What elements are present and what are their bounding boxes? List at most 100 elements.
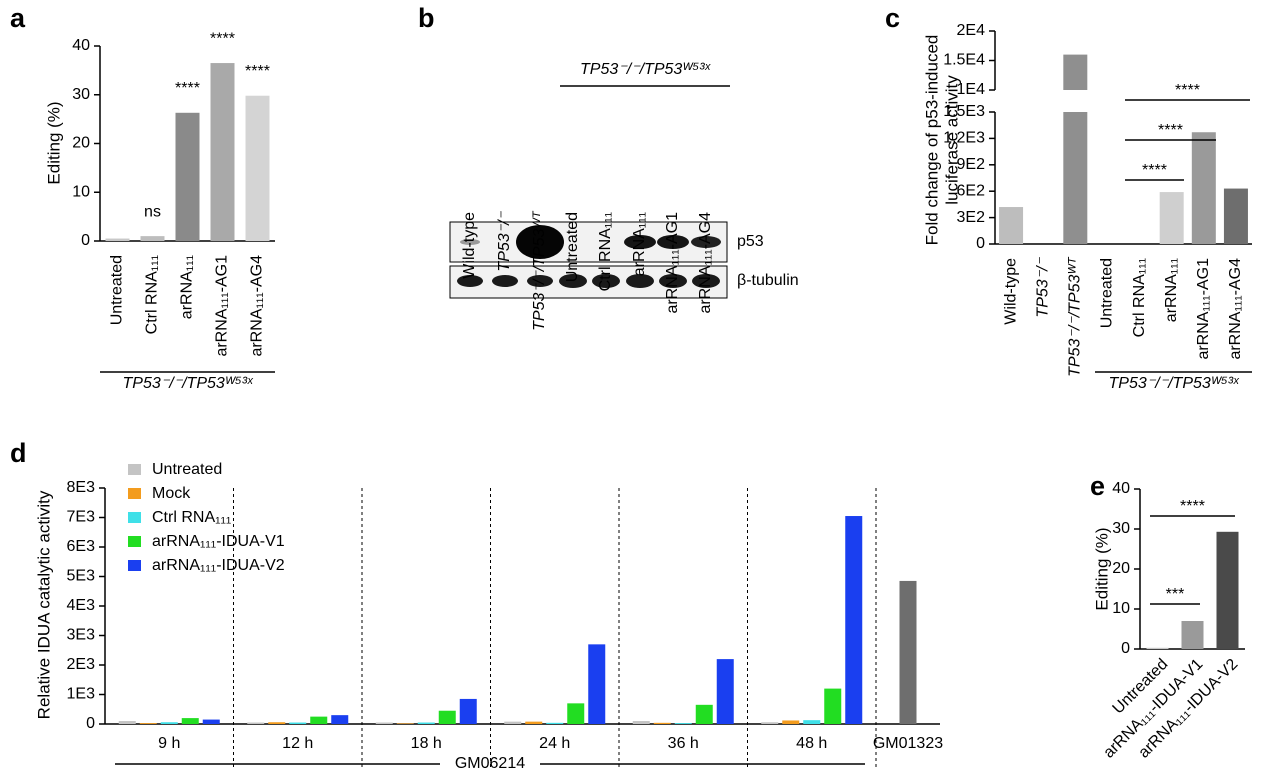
y-axis-title: Editing (%) — [44, 101, 63, 184]
bar — [202, 719, 220, 724]
bar — [546, 722, 564, 724]
bar — [1146, 647, 1169, 649]
bar — [1223, 188, 1248, 244]
legend-swatch — [128, 512, 141, 523]
lane-label: Wild-type — [461, 212, 478, 279]
comparison-label: **** — [1142, 162, 1167, 179]
x-tick-label: 12 h — [282, 735, 313, 752]
bar — [674, 723, 692, 724]
panel-letter: b — [418, 3, 435, 33]
bar — [118, 721, 136, 724]
bar — [1159, 192, 1184, 244]
bar — [761, 722, 779, 724]
lane-label: TP53⁻/⁻/TP53ᵂᵀ — [531, 210, 548, 331]
bar — [1216, 531, 1239, 649]
x-tick-label: 48 h — [796, 735, 827, 752]
x-tick-label: 9 h — [158, 735, 180, 752]
bar — [140, 236, 165, 241]
legend-label: arRNA₁₁₁-IDUA-V2 — [152, 557, 285, 574]
bar — [999, 207, 1024, 244]
bar — [245, 95, 270, 241]
bar-upper — [1063, 54, 1088, 90]
lane-label: arRNA₁₁₁-AG4 — [697, 212, 714, 314]
significance-label: **** — [175, 80, 200, 97]
bar — [181, 718, 199, 724]
y-tick-label: 5E3 — [67, 568, 96, 585]
panel-letter: c — [885, 3, 900, 33]
bar — [845, 516, 863, 724]
y-tick-label: 7E3 — [67, 509, 96, 526]
y-tick-label: 1E4 — [957, 81, 986, 98]
comparison-label: *** — [1166, 586, 1185, 603]
significance-label: **** — [245, 63, 270, 80]
bar — [105, 238, 130, 241]
y-tick-label: 20 — [1112, 560, 1130, 577]
x-tick-label: 18 h — [411, 735, 442, 752]
group-label: TP53⁻/⁻/TP53ᵂ⁵³ˣ — [123, 375, 255, 392]
bar — [653, 722, 671, 724]
y-tick-label: 0 — [86, 715, 95, 732]
x-tick-label: GM01323 — [873, 735, 943, 752]
bar — [268, 722, 286, 724]
bar — [139, 723, 157, 724]
band-label: p53 — [737, 233, 764, 250]
bar — [459, 698, 477, 724]
bar — [289, 722, 307, 724]
bar — [695, 704, 713, 724]
lane-label: Untreated — [564, 212, 581, 282]
y-tick-label: 1.5E3 — [943, 103, 985, 120]
comparison-label: **** — [1180, 498, 1205, 515]
bar — [803, 720, 821, 724]
blot-band — [624, 235, 656, 249]
x-tick-label: TP53⁻/⁻/TP53ᵂᵀ — [1067, 256, 1084, 377]
comparison-label: **** — [1158, 122, 1183, 139]
y-tick-label: 1.5E4 — [943, 52, 985, 69]
western-blot: TP53⁻/⁻/TP53ᵂ⁵³ˣ p53 β-tubulin b — [418, 3, 799, 299]
x-tick-label: arRNA₁₁₁ — [1163, 258, 1180, 322]
y-tick-label: 30 — [1112, 520, 1130, 537]
x-tick-label: arRNA₁₁₁-AG4 — [1227, 258, 1244, 360]
tubulin-bands — [457, 274, 720, 288]
y-tick-label: 2E4 — [957, 22, 986, 39]
comparison-label: **** — [1175, 82, 1200, 99]
blot-band — [657, 235, 689, 249]
bar — [1063, 112, 1088, 244]
x-tick-label: arRNA₁₁₁-AG4 — [249, 255, 266, 357]
legend-swatch — [128, 464, 141, 475]
y-tick-label: 40 — [1112, 480, 1130, 497]
significance-label: ns — [144, 203, 161, 220]
legend-swatch — [128, 536, 141, 547]
y-tick-label: 3E3 — [67, 627, 96, 644]
x-tick-label: arRNA₁₁₁-AG1 — [214, 255, 231, 357]
bar — [438, 710, 456, 724]
x-tick-label: Untreated — [109, 255, 126, 325]
y-tick-label: 0 — [1121, 640, 1130, 657]
legend-swatch — [128, 560, 141, 571]
y-tick-label: 2E3 — [67, 656, 96, 673]
y-tick-label: 0 — [81, 232, 90, 249]
bar — [782, 720, 800, 724]
group-label: TP53⁻/⁻/TP53ᵂ⁵³ˣ — [580, 61, 712, 78]
blot-band — [516, 225, 564, 259]
y-tick-label: 0 — [976, 235, 985, 252]
lane-label: TP53⁻/⁻ — [496, 210, 513, 271]
y-tick-label: 1E3 — [67, 686, 96, 703]
blot-band — [691, 236, 721, 248]
y-tick-label: 3E2 — [957, 209, 986, 226]
x-tick-label: Ctrl RNA₁₁₁ — [1131, 258, 1148, 337]
y-tick-label: 9E2 — [957, 156, 986, 173]
bar — [160, 722, 178, 724]
legend-label: Untreated — [152, 461, 222, 478]
x-tick-label: arRNA₁₁₁ — [179, 255, 196, 319]
reference-bar — [899, 580, 917, 724]
x-tick-label: Wild-type — [1002, 258, 1019, 325]
y-tick-label: 1.2E3 — [943, 130, 985, 147]
lane-label: Ctrl RNA₁₁₁ — [597, 212, 614, 291]
x-tick-label: 24 h — [539, 735, 570, 752]
group-label: GM06214 — [455, 755, 525, 772]
blot-band — [460, 239, 480, 245]
y-tick-label: 6E2 — [957, 182, 986, 199]
bar — [210, 63, 235, 241]
bar — [567, 703, 585, 724]
x-tick-label: TP53⁻/⁻ — [1034, 256, 1051, 317]
